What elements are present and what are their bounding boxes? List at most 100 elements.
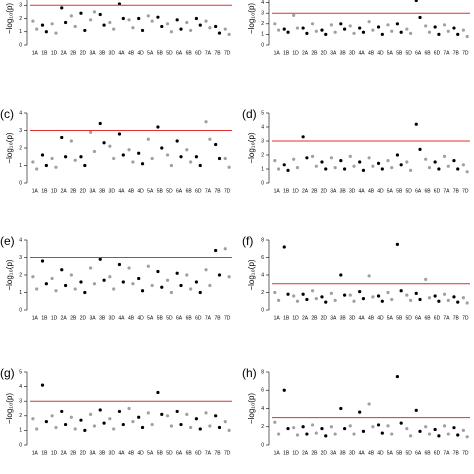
snp-point [348,24,352,28]
snp-point [112,287,116,291]
snp-point [367,156,371,160]
snp-point [179,283,183,288]
x-tick-label: 7A [205,450,212,456]
snp-point [367,20,371,24]
snp-point [324,300,328,304]
x-tick-label: 4A [359,50,366,56]
snp-point [140,28,145,33]
snp-point [227,32,231,37]
snp-point [437,434,441,438]
snp-point [386,424,390,428]
snp-point [108,144,112,148]
snp-point [127,18,131,22]
x-tick-label: 7A [443,50,450,56]
x-tick-label: 5A [387,450,394,456]
y-tick-label: 0 [19,180,22,186]
snp-point [60,135,64,140]
x-tick-label: 6B [186,315,193,321]
snp-point [380,167,384,171]
snp-point [361,168,366,172]
snp-point [390,29,394,33]
snp-point [73,287,77,291]
snp-point [409,31,413,35]
snp-point [140,162,145,166]
snp-point [409,168,413,172]
snp-point [418,15,422,20]
x-tick-label: 6D [195,450,202,456]
snp-point [121,153,125,157]
y-tick-label: 4 [261,272,264,278]
snp-point [452,295,456,299]
y-tick-label: 4 [19,384,22,390]
x-tick-label: 3A [330,188,337,194]
x-tick-label: 7B [453,450,460,456]
snp-point [79,155,83,159]
snp-point [50,414,54,418]
snp-point [44,420,48,424]
snp-point [314,297,318,301]
snp-point [427,432,432,436]
snp-point [456,32,460,37]
y-tick-label: 4 [19,237,22,243]
snp-point [112,27,116,31]
x-tick-label: 5D [166,315,173,321]
snp-point [371,164,375,168]
x-tick-label: 2D [80,315,87,321]
snp-point [44,163,48,168]
snp-point [214,142,218,147]
snp-point [380,431,384,435]
snp-point [414,0,418,3]
snp-point [414,291,418,295]
snp-point [131,420,135,424]
snp-point [461,296,465,300]
x-tick-label: 2B [311,315,318,321]
y-tick-label: 1 [261,32,264,38]
x-tick-label: 6A [415,188,422,194]
y-tick-label: 1 [261,166,264,172]
x-tick-label: 5A [147,50,154,56]
x-tick-label: 2B [70,188,77,194]
y-axis-label: −log₁₀(p) [247,393,256,424]
snp-point [185,148,189,152]
snp-point [44,30,48,34]
snp-point [358,410,362,414]
snp-point [292,294,296,298]
panel: (d) 0 1 2 3 4 5 −log₁₀(p) 1A 1B 1D 2A 2B 2D 3A 3B 3D 4A 4B… [242,107,470,194]
snp-point [273,420,277,424]
snp-point [405,293,409,297]
snp-point [320,426,324,431]
y-tick-label: 3 [19,399,22,405]
x-tick-label: 1A [274,188,281,194]
snp-point [446,298,450,302]
x-tick-label: 5A [387,188,394,194]
snp-point [446,164,450,168]
snp-point [198,427,202,431]
snp-point [361,297,366,301]
snp-point [92,424,97,428]
x-tick-label: 4D [377,450,384,456]
snp-point [31,275,35,279]
snp-point [121,422,125,427]
snp-point [204,19,208,23]
y-tick-label: 4 [261,406,264,412]
x-tick-label: 4A [359,188,366,194]
x-tick-label: 1B [41,188,48,194]
snp-point [329,156,333,160]
snp-point [208,26,212,30]
snp-point [427,166,432,170]
snp-point [324,32,328,37]
x-tick-label: 7D [462,50,469,56]
snp-point [358,160,362,164]
snp-point [295,26,300,30]
snp-point [348,154,352,158]
snp-point [31,160,35,164]
snp-point [160,412,164,416]
x-tick-label: 2A [61,188,68,194]
snp-point [40,153,45,157]
x-tick-label: 1B [41,450,48,456]
snp-point [189,28,193,33]
x-tick-label: 2B [70,450,77,456]
snp-point [452,26,456,30]
snp-point [69,273,73,277]
snp-point [409,298,413,302]
